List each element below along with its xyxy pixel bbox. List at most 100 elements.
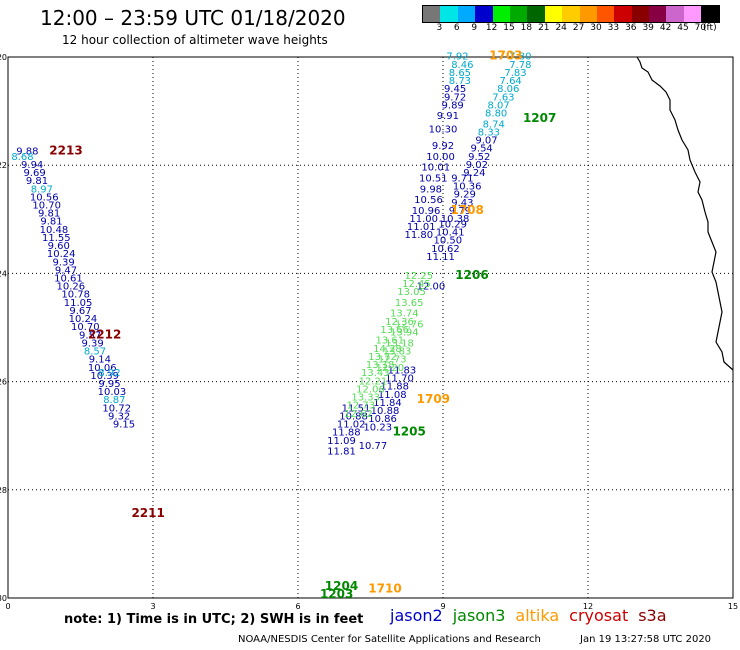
wave-height-value: 9.45: [444, 84, 466, 95]
wave-height-value: 11.01: [407, 222, 436, 233]
wave-height-value: 10.06: [88, 363, 117, 374]
wave-height-value: 8.33: [478, 127, 500, 138]
wave-height-value: 8.65: [449, 68, 471, 79]
wave-height-value: 10.38: [441, 214, 470, 225]
wave-height-value: 12.00: [417, 282, 446, 293]
y-tick-label: 20: [0, 53, 7, 62]
colorbar-swatch: [423, 6, 441, 22]
wave-height-value: 9.32: [108, 411, 130, 422]
map-grid: [7, 56, 734, 599]
wave-height-value: 9.54: [471, 144, 493, 155]
colorbar-label: 3: [436, 23, 443, 33]
colorbar-label: 45: [677, 23, 689, 33]
wave-height-value: 9.07: [475, 136, 497, 147]
wave-height-value: 7.92: [446, 52, 468, 63]
wave-height-value: 11.05: [64, 298, 93, 309]
wave-height-value: 11.55: [42, 233, 71, 244]
colorbar-label: 70: [694, 23, 707, 33]
observations: 9.888.689.949.699.818.9710.5610.709.819.…: [11, 52, 531, 458]
colorbar-label: 15: [503, 23, 515, 33]
map-title: 12:00 – 23:59 UTC 01/18/2020: [40, 6, 346, 30]
wave-height-value: 11.00: [409, 214, 438, 225]
colorbar-label: 36: [625, 23, 637, 33]
legend-item-altika: altika: [515, 606, 560, 625]
wave-height-value: 8.87: [103, 395, 125, 406]
wave-height-value: 11.88: [332, 428, 361, 439]
wave-height-value: 9.43: [451, 198, 473, 209]
wave-height-value: 10.70: [32, 200, 61, 211]
x-tick-label: 6: [295, 602, 300, 611]
wave-height-value: 11.80: [405, 230, 434, 241]
wave-height-value: 9.69: [23, 168, 45, 179]
y-tick-label: 22: [0, 161, 7, 170]
colorbar-swatch: [579, 6, 597, 22]
wave-height-value: 11.81: [327, 447, 356, 458]
wave-height-value: 9.39: [81, 338, 103, 349]
wave-height-value: 10.56: [414, 195, 443, 206]
colorbar-label: 24: [555, 23, 567, 33]
wave-height-value: 13.05: [397, 287, 426, 298]
wave-height-value: 9.94: [21, 160, 43, 171]
wave-height-value: 10.50: [434, 236, 463, 247]
legend-item-jason2: jason2: [390, 606, 443, 625]
wave-height-value: 11.84: [373, 398, 402, 409]
wave-height-value: 9.29: [454, 190, 476, 201]
wave-height-value: 11.70: [385, 374, 414, 385]
wave-height-value: 10.96: [412, 206, 441, 217]
colorbar-swatch: [666, 6, 684, 22]
x-tick-label: 9: [440, 602, 445, 611]
wave-height-value: 9.67: [69, 306, 91, 317]
colorbar-swatch: [457, 6, 476, 22]
colorbar-swatch: [544, 6, 563, 22]
plot-frame: [7, 56, 734, 599]
legend-item-s3a: s3a: [638, 606, 667, 625]
wave-height-value: 13.18: [366, 360, 395, 371]
track-label: 1207: [523, 111, 556, 125]
colorbar-label: (ft): [703, 23, 717, 33]
map-subtitle: 12 hour collection of altimeter wave hei…: [62, 33, 328, 47]
wave-height-value: 8.92: [98, 368, 120, 379]
colorbar-swatch: [701, 6, 719, 22]
wave-height-value: 13.94: [390, 328, 419, 339]
colorbar-label: 42: [659, 23, 672, 33]
wave-height-value: 8.07: [487, 100, 509, 111]
wave-height-value: 8.68: [11, 152, 33, 163]
wave-height-value: 7.78: [509, 60, 531, 71]
colorbar-swatch: [683, 6, 702, 22]
generated-timestamp: Jan 19 13:27:58 UTC 2020: [580, 634, 712, 645]
wave-height-value: 9.39: [52, 257, 74, 268]
wave-height-value: 10.78: [61, 290, 90, 301]
track-label: 1708: [450, 203, 483, 217]
wave-height-value: 14.28: [373, 344, 402, 355]
wave-height-value: 7.64: [500, 76, 522, 87]
legend-item-cryosat: cryosat: [569, 606, 629, 625]
wave-height-value: 9.92: [432, 141, 454, 152]
wave-height-value: 10.70: [71, 322, 100, 333]
wave-height-value: 9.57: [79, 330, 101, 341]
wave-height-value: 10.30: [429, 125, 458, 136]
wave-height-value: 9.81: [40, 217, 62, 228]
wave-height-value: 10.26: [57, 282, 86, 293]
wave-height-value: 8.97: [31, 184, 53, 195]
wave-height-value: 9.81: [38, 209, 60, 220]
wave-height-value: 10.36: [453, 182, 482, 193]
wave-height-value: 11.51: [342, 403, 371, 414]
wave-height-value: 9.24: [463, 168, 485, 179]
coastline: [636, 56, 734, 371]
track-labels: 2213 2212 2211 1703 1207 1708 1206 1709 1205 1710…: [49, 49, 556, 601]
x-tick-label: 0: [5, 602, 10, 611]
wave-height-value: 9.15: [113, 420, 135, 431]
colorbar-swatch: [562, 6, 580, 22]
y-tick-label: 28: [0, 486, 7, 495]
wave-height-value: 10.24: [47, 249, 76, 260]
wave-height-value: 10.88: [339, 411, 368, 422]
y-tick-label: 30: [0, 594, 7, 603]
wave-height-value: 8.80: [485, 109, 507, 120]
wave-height-value: 9.71: [451, 173, 473, 184]
track-label: 1710: [368, 582, 401, 596]
wave-height-value: 12.25: [405, 271, 434, 282]
legend-item-jason3: jason3: [452, 606, 506, 625]
track-label: 1204: [325, 579, 358, 593]
x-tick-label: 12: [583, 602, 593, 611]
